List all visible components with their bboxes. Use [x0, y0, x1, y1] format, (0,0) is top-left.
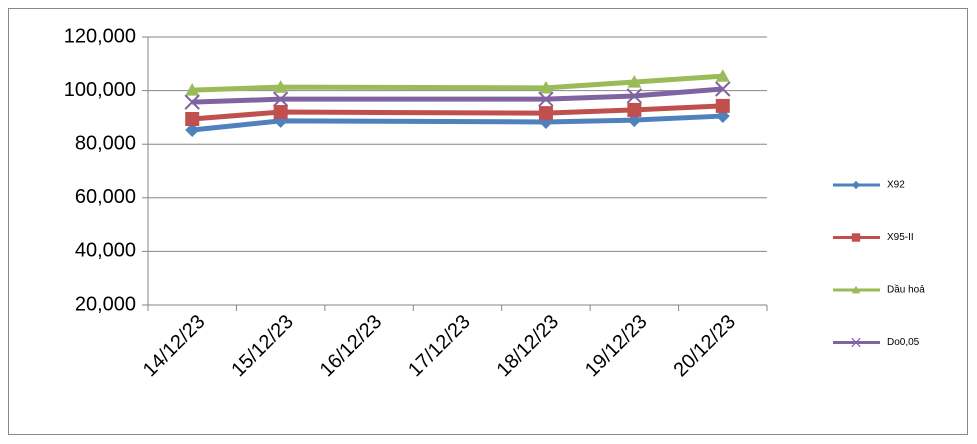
legend-marker [851, 285, 861, 294]
y-tick-label: 80,000 [75, 132, 136, 154]
marker [184, 94, 200, 110]
marker [185, 122, 200, 137]
marker [715, 69, 730, 82]
marker [715, 81, 731, 97]
marker [626, 88, 643, 104]
marker [538, 106, 553, 121]
marker [272, 91, 289, 107]
legend-marker [851, 337, 861, 348]
legend-label: X95-II [887, 232, 914, 243]
y-tick-label: 20,000 [75, 293, 136, 315]
marker [538, 91, 554, 107]
chart-frame [8, 8, 968, 435]
legend-label: Dầu hoả [887, 284, 925, 296]
y-tick-label: 100,000 [64, 79, 136, 101]
y-tick-label: 120,000 [64, 25, 136, 47]
marker [185, 83, 200, 96]
legend-label: Do0,05 [887, 337, 920, 348]
y-tick-label: 40,000 [75, 240, 136, 262]
marker [627, 75, 642, 88]
marker [627, 102, 642, 117]
marker [273, 105, 288, 120]
legend-marker [851, 180, 861, 190]
y-tick-label: 60,000 [75, 186, 136, 208]
marker [538, 80, 553, 94]
marker [273, 80, 288, 93]
marker [185, 112, 200, 127]
marker [715, 98, 730, 113]
legend-marker [851, 233, 861, 242]
legend-label: X92 [887, 180, 905, 191]
